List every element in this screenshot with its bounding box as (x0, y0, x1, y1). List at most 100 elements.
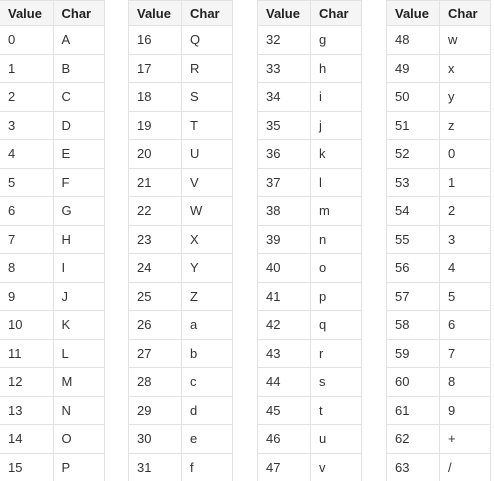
char-cell: S (181, 82, 233, 112)
value-cell: 52 (386, 139, 440, 169)
value-cell: 51 (386, 110, 440, 140)
table-row: 30 e (128, 424, 233, 454)
table-row: 21 V (128, 167, 233, 197)
value-cell: 31 (128, 452, 182, 481)
table-row: 44 s (257, 367, 362, 397)
char-cell: 6 (439, 310, 491, 340)
value-cell: 0 (0, 25, 54, 55)
value-cell: 44 (257, 367, 311, 397)
value-cell: 49 (386, 53, 440, 83)
table-row: 15 P (0, 452, 105, 481)
table-row: 52 0 (386, 139, 491, 169)
value-cell: 4 (0, 139, 54, 169)
value-cell: 42 (257, 310, 311, 340)
value-cell: 19 (128, 110, 182, 140)
char-cell: j (310, 110, 362, 140)
char-cell: w (439, 25, 491, 55)
table-row: 23 X (128, 224, 233, 254)
char-cell: 3 (439, 224, 491, 254)
value-cell: 23 (128, 224, 182, 254)
value-cell: 30 (128, 424, 182, 454)
value-cell: 54 (386, 196, 440, 226)
value-cell: 17 (128, 53, 182, 83)
table-row: 20 U (128, 139, 233, 169)
table-row: 18 S (128, 82, 233, 112)
value-cell: 24 (128, 253, 182, 283)
value-cell: 61 (386, 395, 440, 425)
char-cell: e (181, 424, 233, 454)
value-cell: 1 (0, 53, 54, 83)
char-cell: g (310, 25, 362, 55)
value-cell: 47 (257, 452, 311, 481)
value-cell: 28 (128, 367, 182, 397)
table-row: 17 R (128, 53, 233, 83)
table-row: 45 t (257, 395, 362, 425)
table-row: 57 5 (386, 281, 491, 311)
value-cell: 53 (386, 167, 440, 197)
value-cell: 41 (257, 281, 311, 311)
char-cell: l (310, 167, 362, 197)
value-cell: 12 (0, 367, 54, 397)
table-row: 43 r (257, 338, 362, 368)
table-row: 46 u (257, 424, 362, 454)
char-cell: W (181, 196, 233, 226)
value-cell: 36 (257, 139, 311, 169)
value-cell: 35 (257, 110, 311, 140)
char-cell: J (52, 281, 105, 311)
char-cell: s (310, 367, 362, 397)
char-cell: i (310, 82, 362, 112)
char-cell: a (181, 310, 233, 340)
table-row: 53 1 (386, 167, 491, 197)
char-cell: 9 (439, 395, 491, 425)
table-row: 54 2 (386, 196, 491, 226)
value-cell: 48 (386, 25, 440, 55)
value-cell: 5 (0, 167, 54, 197)
value-column-header: Value (128, 0, 182, 26)
index-table-0: Value Char 0 A 1 B 2 C 3 D 4 E 5 F 6 G 7 H 8 I 9 J 10 K 11 L 12 M… (0, 0, 105, 481)
char-cell: H (52, 224, 105, 254)
value-cell: 13 (0, 395, 54, 425)
char-cell: + (439, 424, 491, 454)
char-cell: R (181, 53, 233, 83)
value-cell: 55 (386, 224, 440, 254)
table-row: 48 w (386, 25, 491, 55)
char-cell: O (52, 424, 105, 454)
char-cell: 1 (439, 167, 491, 197)
value-cell: 9 (0, 281, 54, 311)
value-cell: 32 (257, 25, 311, 55)
table-row: 51 z (386, 110, 491, 140)
char-cell: C (52, 82, 105, 112)
header-row: Value Char (386, 0, 491, 26)
header-row: Value Char (0, 0, 105, 26)
value-cell: 38 (257, 196, 311, 226)
char-column-header: Char (439, 0, 491, 26)
table-row: 61 9 (386, 395, 491, 425)
char-cell: E (52, 139, 105, 169)
index-table-3: Value Char 48 w 49 x 50 y 51 z 52 0 53 1 54 2 55 3 56 4 57… (386, 0, 491, 481)
value-column-header: Value (0, 0, 54, 26)
table-row: 50 y (386, 82, 491, 112)
value-cell: 25 (128, 281, 182, 311)
char-cell: X (181, 224, 233, 254)
table-row: 36 k (257, 139, 362, 169)
char-cell: B (52, 53, 105, 83)
table-row: 12 M (0, 367, 105, 397)
table-row: 55 3 (386, 224, 491, 254)
char-cell: M (52, 367, 105, 397)
table-row: 35 j (257, 110, 362, 140)
table-row: 14 O (0, 424, 105, 454)
char-cell: A (52, 25, 105, 55)
value-column-header: Value (257, 0, 311, 26)
table-row: 31 f (128, 452, 233, 481)
header-row: Value Char (257, 0, 362, 26)
char-column-header: Char (181, 0, 233, 26)
char-cell: f (181, 452, 233, 481)
value-cell: 21 (128, 167, 182, 197)
table-row: 19 T (128, 110, 233, 140)
